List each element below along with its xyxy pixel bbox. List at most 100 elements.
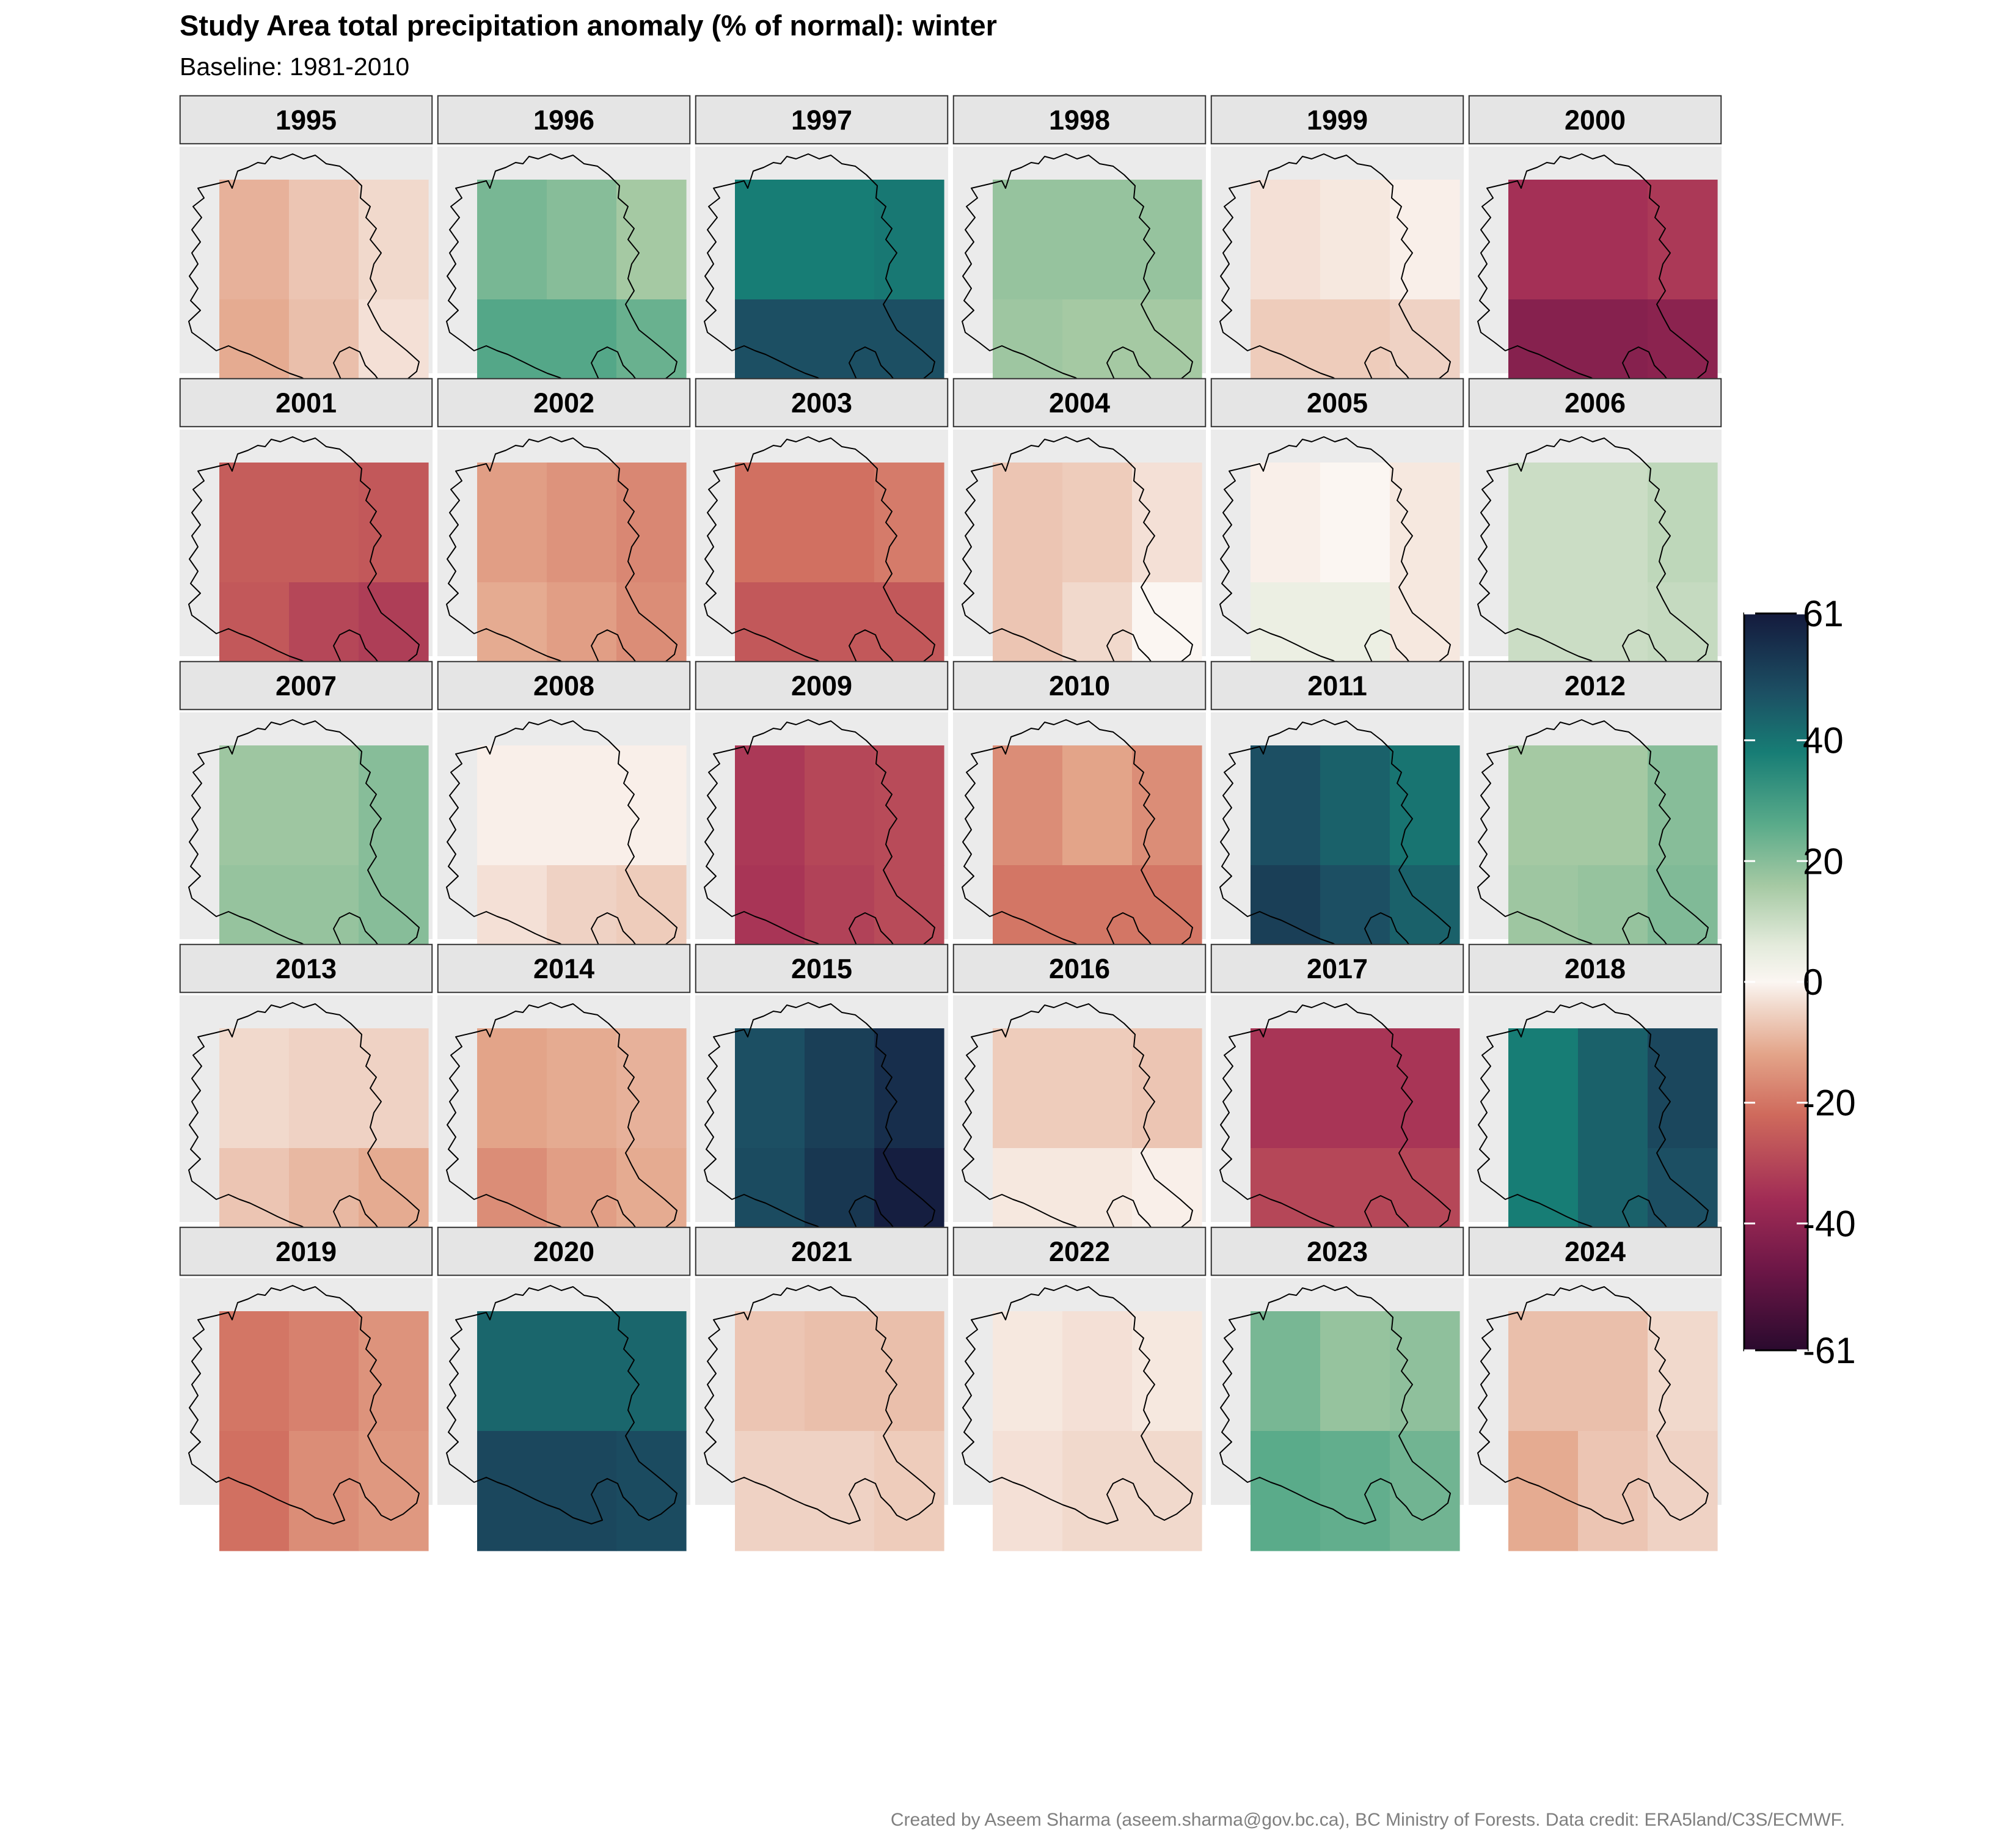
heatmap-cell — [1320, 180, 1390, 300]
strip-label-2012: 2012 — [1565, 670, 1626, 701]
heatmap-cell — [805, 1311, 875, 1432]
heatmap-cell — [1390, 463, 1460, 583]
strip-background — [695, 95, 949, 145]
study-area-outline — [962, 1285, 1193, 1524]
strip-label-2004: 2004 — [1049, 387, 1110, 419]
heatmap-cell — [1132, 1028, 1202, 1149]
heatmap-cell — [1062, 745, 1133, 866]
strip-label-2015: 2015 — [791, 953, 852, 984]
heatmap-cell — [735, 180, 805, 300]
heatmap-cell — [1320, 1028, 1390, 1149]
strip-label-2005: 2005 — [1307, 387, 1368, 419]
strip-label-2008: 2008 — [533, 670, 594, 701]
strip-background — [695, 378, 949, 428]
strip-label-2016: 2016 — [1049, 953, 1110, 984]
study-area-outline — [704, 1285, 935, 1524]
heatmap-cell — [1132, 745, 1202, 866]
facet-panel-2021: 2021 — [695, 1226, 949, 1551]
heatmap-cell — [477, 1028, 547, 1149]
strip-label-2003: 2003 — [791, 387, 852, 419]
facet-panel-2012: 2012 — [1468, 660, 1722, 986]
heatmap-cell — [547, 745, 617, 866]
strip-background — [1210, 660, 1464, 711]
facet-panel-2002: 2002 — [437, 378, 691, 703]
heatmap-cell — [1320, 745, 1390, 866]
heatmap-cell — [735, 1028, 805, 1149]
strip-label-2006: 2006 — [1565, 387, 1626, 419]
heatmap-cell — [289, 745, 359, 866]
heatmap-cell — [1578, 463, 1648, 583]
heatmap-cell — [874, 745, 944, 866]
strip-label-2021: 2021 — [791, 1236, 852, 1267]
strip-background — [1468, 378, 1722, 428]
strip-background — [179, 378, 433, 428]
heatmap-cell — [805, 180, 875, 300]
heatmap-cell — [477, 1431, 547, 1551]
strip-label-2019: 2019 — [276, 1236, 337, 1267]
strip-label-2014: 2014 — [533, 953, 594, 984]
strip-background — [1468, 660, 1722, 711]
facet-panel-2013: 2013 — [179, 943, 433, 1268]
strip-background — [1468, 1226, 1722, 1276]
heatmap-cell — [289, 1431, 359, 1551]
heatmap-cell — [1578, 180, 1648, 300]
heatmap-cell — [874, 1028, 944, 1149]
strip-label-2010: 2010 — [1049, 670, 1110, 701]
facet-panel-2015: 2015 — [695, 943, 949, 1268]
heatmap-cell — [1251, 1431, 1321, 1551]
facet-panel-1997: 1997 — [695, 95, 949, 420]
heatmap-cell — [616, 1311, 687, 1432]
heatmap-cell — [547, 1311, 617, 1432]
strip-background — [952, 943, 1207, 993]
heatmap-cell — [1390, 745, 1460, 866]
heatmap-cell — [1062, 1431, 1133, 1551]
heatmap-cell — [219, 1431, 290, 1551]
chart-subtitle: Baseline: 1981-2010 — [180, 53, 410, 81]
facet-panel-2011: 2011 — [1210, 660, 1464, 986]
facet-panel-2016: 2016 — [952, 943, 1207, 1268]
heatmap-cell — [359, 1311, 429, 1432]
heatmap-cell — [547, 1028, 617, 1149]
strip-label-1997: 1997 — [791, 104, 852, 136]
heatmap-cell — [1251, 463, 1321, 583]
heatmap-cell — [1648, 745, 1718, 866]
facet-panel-1995: 1995 — [179, 95, 433, 420]
heatmap-cell — [735, 1311, 805, 1432]
heatmap-cell — [359, 180, 429, 300]
strip-background — [179, 95, 433, 145]
heatmap-cell — [477, 463, 547, 583]
study-area-outline — [1219, 1285, 1451, 1524]
heatmap-cell — [616, 745, 687, 866]
heatmap-cell — [219, 1028, 290, 1149]
facet-panel-2022: 2022 — [952, 1226, 1207, 1551]
colorbar-tick-label: -40 — [1803, 1203, 1856, 1244]
strip-label-2007: 2007 — [276, 670, 337, 701]
strip-label-2001: 2001 — [276, 387, 337, 419]
heatmap-cell — [993, 180, 1063, 300]
strip-background — [1468, 943, 1722, 993]
facet-panel-2024: 2024 — [1468, 1226, 1722, 1551]
heatmap-cell — [616, 1028, 687, 1149]
heatmap-cell — [289, 180, 359, 300]
heatmap-cell — [219, 745, 290, 866]
facet-panel-2017: 2017 — [1210, 943, 1464, 1268]
facet-panel-2020: 2020 — [437, 1226, 691, 1551]
strip-background — [952, 95, 1207, 145]
heatmap-cell — [219, 1311, 290, 1432]
strip-background — [437, 378, 691, 428]
facet-panel-2010: 2010 — [952, 660, 1207, 986]
heatmap-cell — [1132, 1311, 1202, 1432]
heatmap-cell — [874, 1431, 944, 1551]
heatmap-cell — [289, 463, 359, 583]
heatmap-cell — [993, 1431, 1063, 1551]
heatmap-cell — [1251, 1028, 1321, 1149]
heatmap-cell — [735, 1431, 805, 1551]
strip-background — [1210, 378, 1464, 428]
heatmap-cell — [1508, 1028, 1579, 1149]
heatmap-cell — [219, 463, 290, 583]
heatmap-cell — [1648, 180, 1718, 300]
heatmap-cell — [1578, 1311, 1648, 1432]
strip-background — [1210, 1226, 1464, 1276]
heatmap-cell — [993, 463, 1063, 583]
heatmap-cell — [616, 463, 687, 583]
